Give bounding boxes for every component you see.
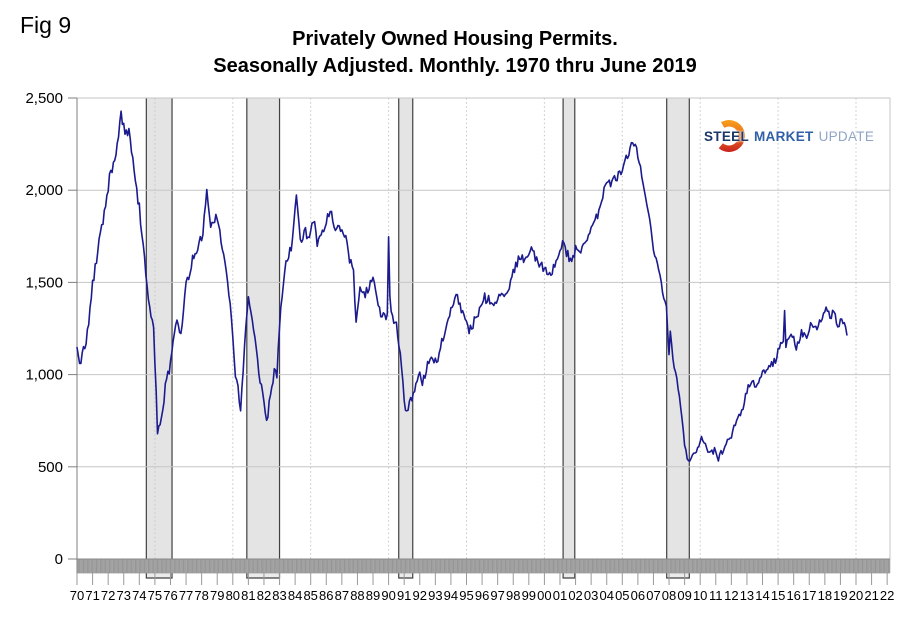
logo-words: STEEL MARKET UPDATE: [704, 129, 874, 144]
svg-text:95: 95: [459, 588, 473, 603]
svg-text:89: 89: [366, 588, 380, 603]
svg-text:01: 01: [553, 588, 567, 603]
svg-text:86: 86: [319, 588, 333, 603]
svg-text:02: 02: [568, 588, 582, 603]
svg-text:18: 18: [818, 588, 832, 603]
svg-text:92: 92: [413, 588, 427, 603]
logo-word-update: UPDATE: [818, 129, 875, 144]
chart-title: Privately Owned Housing Permits. Seasona…: [0, 26, 910, 80]
svg-text:75: 75: [148, 588, 162, 603]
svg-text:73: 73: [117, 588, 131, 603]
recession-bands: [145, 98, 690, 579]
svg-text:03: 03: [584, 588, 598, 603]
svg-text:74: 74: [132, 588, 146, 603]
svg-text:19: 19: [833, 588, 847, 603]
svg-text:500: 500: [38, 459, 63, 476]
svg-text:94: 94: [444, 588, 458, 603]
svg-text:97: 97: [490, 588, 504, 603]
x-axis-labels: 70 71 72 73 74 75 76 77 78 79 80 81 82 83 84 85 86 87 88 89…: [70, 573, 894, 603]
svg-text:1,500: 1,500: [25, 274, 63, 291]
svg-text:96: 96: [475, 588, 489, 603]
svg-text:90: 90: [381, 588, 395, 603]
svg-text:88: 88: [350, 588, 364, 603]
svg-text:85: 85: [303, 588, 317, 603]
svg-text:72: 72: [101, 588, 115, 603]
svg-text:00: 00: [537, 588, 551, 603]
svg-text:06: 06: [631, 588, 645, 603]
svg-text:22: 22: [880, 588, 894, 603]
logo-word-market: MARKET: [754, 129, 814, 144]
gridlines: [77, 97, 891, 573]
svg-text:93: 93: [428, 588, 442, 603]
svg-text:99: 99: [522, 588, 536, 603]
svg-text:10: 10: [693, 588, 707, 603]
svg-text:91: 91: [397, 588, 411, 603]
svg-text:15: 15: [771, 588, 785, 603]
svg-text:70: 70: [70, 588, 84, 603]
permits-line-series: [76, 110, 848, 462]
svg-text:82: 82: [257, 588, 271, 603]
svg-text:2,500: 2,500: [25, 90, 63, 107]
svg-text:12: 12: [724, 588, 738, 603]
svg-text:08: 08: [662, 588, 676, 603]
chart-title-line2: Seasonally Adjusted. Monthly. 1970 thru …: [213, 55, 697, 77]
svg-text:1,000: 1,000: [25, 367, 63, 384]
svg-text:0: 0: [55, 551, 63, 568]
logo-word-steel: STEEL: [704, 129, 750, 144]
svg-text:77: 77: [179, 588, 193, 603]
svg-text:17: 17: [802, 588, 816, 603]
svg-text:05: 05: [615, 588, 629, 603]
svg-text:13: 13: [740, 588, 754, 603]
svg-text:11: 11: [709, 588, 723, 603]
svg-text:16: 16: [786, 588, 800, 603]
logo-swoosh-icon: [718, 119, 745, 152]
svg-text:80: 80: [226, 588, 240, 603]
svg-text:83: 83: [272, 588, 286, 603]
svg-text:09: 09: [677, 588, 691, 603]
figure-label: Fig 9: [20, 12, 72, 38]
y-axis-labels: 0 500 1,000 1,500 2,000 2,500: [25, 90, 78, 573]
svg-text:14: 14: [755, 588, 769, 603]
svg-text:84: 84: [288, 588, 302, 603]
svg-text:79: 79: [210, 588, 224, 603]
svg-text:04: 04: [599, 588, 613, 603]
svg-text:2,000: 2,000: [25, 182, 63, 199]
svg-text:71: 71: [85, 588, 99, 603]
svg-text:76: 76: [163, 588, 177, 603]
svg-text:87: 87: [335, 588, 349, 603]
svg-text:20: 20: [849, 588, 863, 603]
chart-title-line1: Privately Owned Housing Permits.: [292, 28, 618, 50]
monthly-tick-strip: [77, 559, 890, 573]
svg-text:21: 21: [864, 588, 878, 603]
svg-text:81: 81: [241, 588, 255, 603]
steel-market-update-logo: STEEL MARKET UPDATE: [699, 114, 874, 160]
svg-text:78: 78: [194, 588, 208, 603]
svg-text:98: 98: [506, 588, 520, 603]
svg-text:07: 07: [646, 588, 660, 603]
